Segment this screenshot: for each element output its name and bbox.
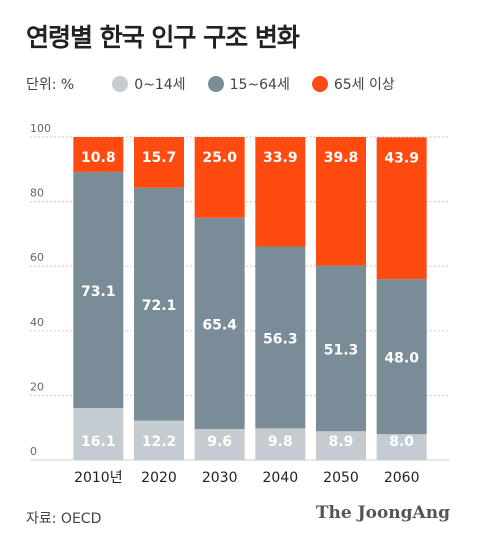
legend-swatch-15-64 bbox=[207, 76, 224, 92]
legend: 단위: % 0~14세 15~64세 65세 이상 bbox=[26, 73, 417, 95]
data-label-0-4: 8.9 bbox=[329, 434, 354, 450]
x-tick-label-4: 2050 bbox=[323, 470, 359, 486]
data-label-0-1: 12.2 bbox=[142, 434, 177, 450]
x-tick-label-0: 2010년 bbox=[74, 470, 123, 486]
y-tick-label-100: 100 bbox=[30, 122, 51, 135]
x-tick-label-3: 2040 bbox=[263, 470, 299, 486]
x-tick-label-1: 2020 bbox=[141, 470, 177, 486]
x-tick-label-5: 2060 bbox=[384, 470, 420, 486]
data-label-0-0: 16.1 bbox=[81, 434, 116, 450]
legend-item-15-64: 15~64세 bbox=[207, 74, 290, 94]
data-label-1-5: 48.0 bbox=[384, 351, 419, 367]
bar-2-3 bbox=[255, 137, 306, 247]
data-label-0-2: 9.6 bbox=[207, 434, 232, 450]
data-label-1-3: 56.3 bbox=[263, 331, 298, 347]
data-label-2-0: 10.8 bbox=[81, 150, 116, 166]
bar-1-3 bbox=[255, 246, 306, 429]
bar-0-0 bbox=[73, 407, 124, 460]
bar-2-5 bbox=[376, 137, 427, 280]
data-label-2-4: 39.8 bbox=[324, 150, 359, 166]
chart-title: 연령별 한국 인구 구조 변화 bbox=[26, 23, 300, 52]
bar-1-5 bbox=[376, 279, 427, 435]
y-tick-label-60: 60 bbox=[30, 251, 44, 264]
legend-swatch-65-plus bbox=[311, 76, 328, 92]
data-label-1-4: 51.3 bbox=[324, 342, 359, 358]
data-label-2-3: 33.9 bbox=[263, 150, 298, 166]
bar-0-3 bbox=[255, 428, 306, 460]
bar-1-0 bbox=[73, 171, 124, 408]
bar-0-1 bbox=[134, 420, 184, 460]
source-note: 자료: OECD bbox=[26, 511, 102, 527]
data-label-0-5: 8.0 bbox=[389, 434, 414, 450]
bar-0-5 bbox=[376, 434, 427, 460]
legend-item-0-14: 0~14세 bbox=[112, 74, 186, 94]
data-label-1-2: 65.4 bbox=[202, 317, 237, 333]
x-tick-label-2: 2030 bbox=[202, 470, 238, 486]
y-tick-label-20: 20 bbox=[30, 380, 44, 393]
legend-label-0-14: 0~14세 bbox=[134, 77, 186, 93]
legend-label-15-64: 15~64세 bbox=[229, 77, 290, 93]
bar-2-0 bbox=[73, 137, 124, 172]
bar-2-4 bbox=[316, 137, 366, 266]
data-label-2-5: 43.9 bbox=[384, 150, 419, 166]
data-label-1-1: 72.1 bbox=[142, 298, 177, 314]
data-label-1-0: 73.1 bbox=[81, 284, 116, 300]
y-tick-label-40: 40 bbox=[30, 316, 44, 329]
bar-1-1 bbox=[134, 187, 184, 421]
bar-1-2 bbox=[194, 217, 245, 429]
bar-2-2 bbox=[194, 137, 245, 218]
legend-swatch-0-14 bbox=[112, 76, 129, 92]
legend-item-65-plus: 65세 이상 bbox=[311, 74, 395, 94]
data-label-2-1: 15.7 bbox=[142, 150, 177, 166]
brand-logo: The JoongAng bbox=[315, 503, 450, 523]
y-tick-label-80: 80 bbox=[30, 187, 44, 200]
legend-label-65-plus: 65세 이상 bbox=[333, 77, 395, 93]
bar-0-4 bbox=[316, 431, 366, 460]
unit-label: 단위: % bbox=[26, 77, 75, 93]
data-label-2-2: 25.0 bbox=[202, 150, 237, 166]
bar-0-2 bbox=[194, 428, 245, 460]
data-label-0-3: 9.8 bbox=[268, 434, 293, 450]
y-tick-label-0: 0 bbox=[30, 445, 37, 458]
bar-2-1 bbox=[134, 137, 184, 188]
bar-1-4 bbox=[316, 265, 366, 432]
